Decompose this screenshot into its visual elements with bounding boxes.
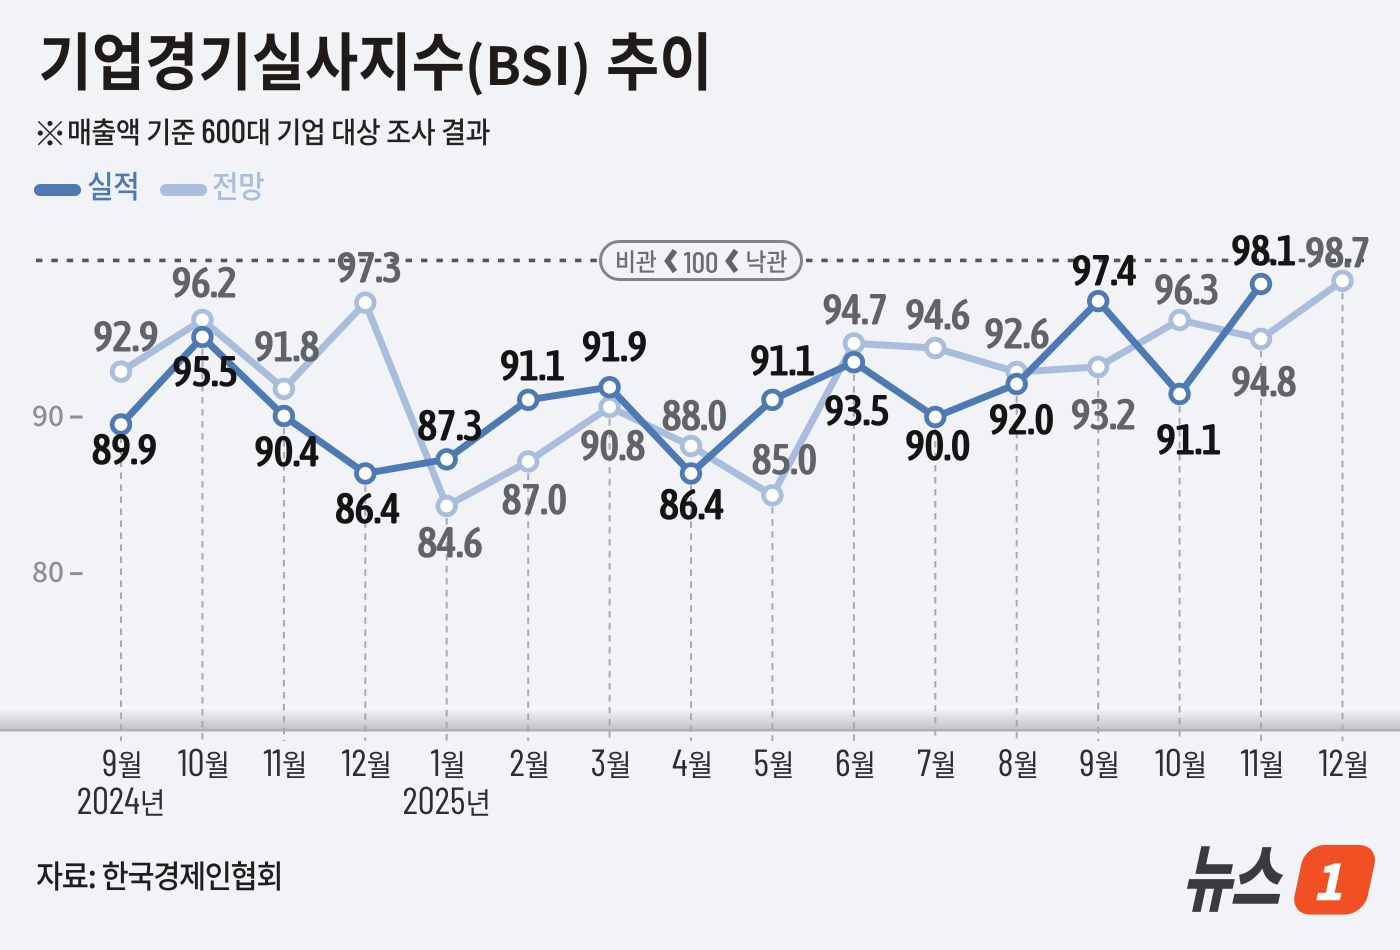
svg-text:뉴스: 뉴스 [1178,835,1297,925]
